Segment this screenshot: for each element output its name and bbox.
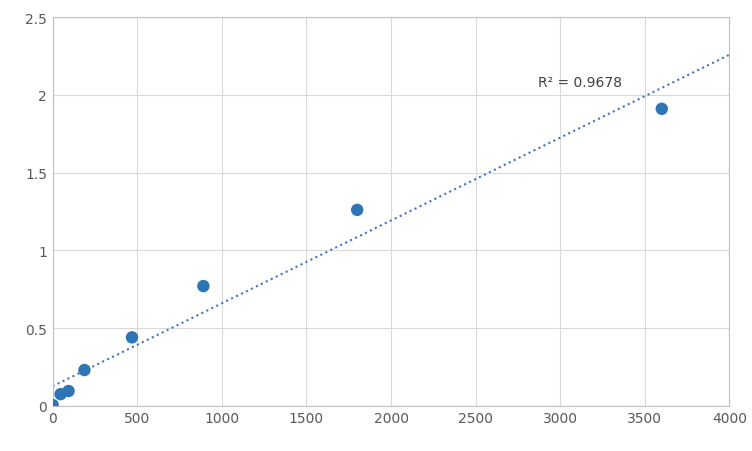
- Point: [47, 401, 59, 409]
- Point: [126, 334, 138, 341]
- Point: [55, 391, 67, 398]
- Point: [78, 367, 90, 374]
- Point: [351, 207, 363, 214]
- Point: [197, 283, 209, 290]
- Point: [656, 106, 668, 113]
- Point: [62, 387, 74, 395]
- Text: R² = 0.9678: R² = 0.9678: [538, 76, 622, 90]
